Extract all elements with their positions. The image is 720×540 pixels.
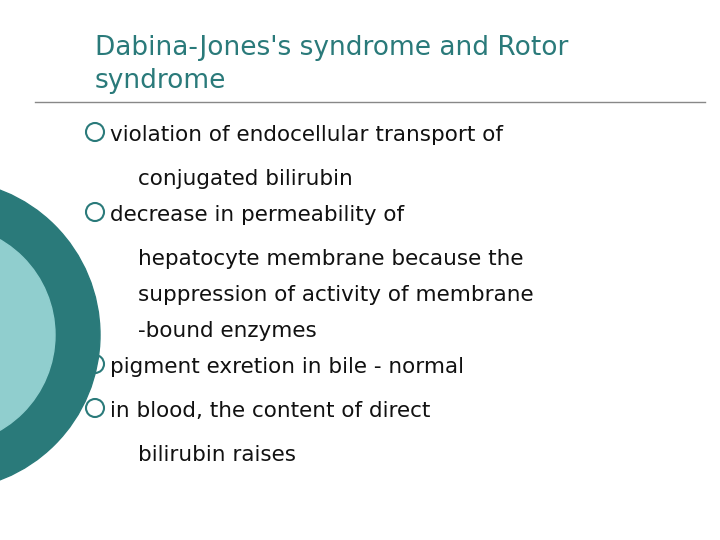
Text: in blood, the content of direct: in blood, the content of direct — [110, 401, 431, 421]
Text: suppression of activity of membrane: suppression of activity of membrane — [138, 285, 534, 305]
Text: conjugated bilirubin: conjugated bilirubin — [138, 169, 353, 189]
Circle shape — [0, 180, 100, 490]
Text: violation of endocellular transport of: violation of endocellular transport of — [110, 125, 503, 145]
Text: syndrome: syndrome — [95, 68, 226, 94]
Text: pigment exretion in bile - normal: pigment exretion in bile - normal — [110, 357, 464, 377]
Text: bilirubin raises: bilirubin raises — [138, 445, 296, 465]
Text: hepatocyte membrane because the: hepatocyte membrane because the — [138, 249, 523, 269]
Circle shape — [0, 225, 55, 445]
Text: -bound enzymes: -bound enzymes — [138, 321, 317, 341]
Text: Dabina-Jones's syndrome and Rotor: Dabina-Jones's syndrome and Rotor — [95, 35, 568, 61]
Text: decrease in permeability of: decrease in permeability of — [110, 205, 404, 225]
